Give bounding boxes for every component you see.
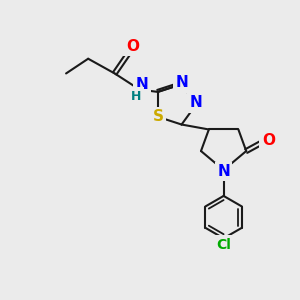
Text: N: N	[217, 164, 230, 179]
Text: N: N	[190, 95, 203, 110]
Text: S: S	[152, 109, 164, 124]
Text: O: O	[262, 133, 275, 148]
Text: Cl: Cl	[216, 238, 231, 252]
Text: O: O	[126, 39, 139, 54]
Text: N: N	[136, 77, 148, 92]
Text: H: H	[131, 90, 141, 103]
Text: N: N	[175, 75, 188, 90]
